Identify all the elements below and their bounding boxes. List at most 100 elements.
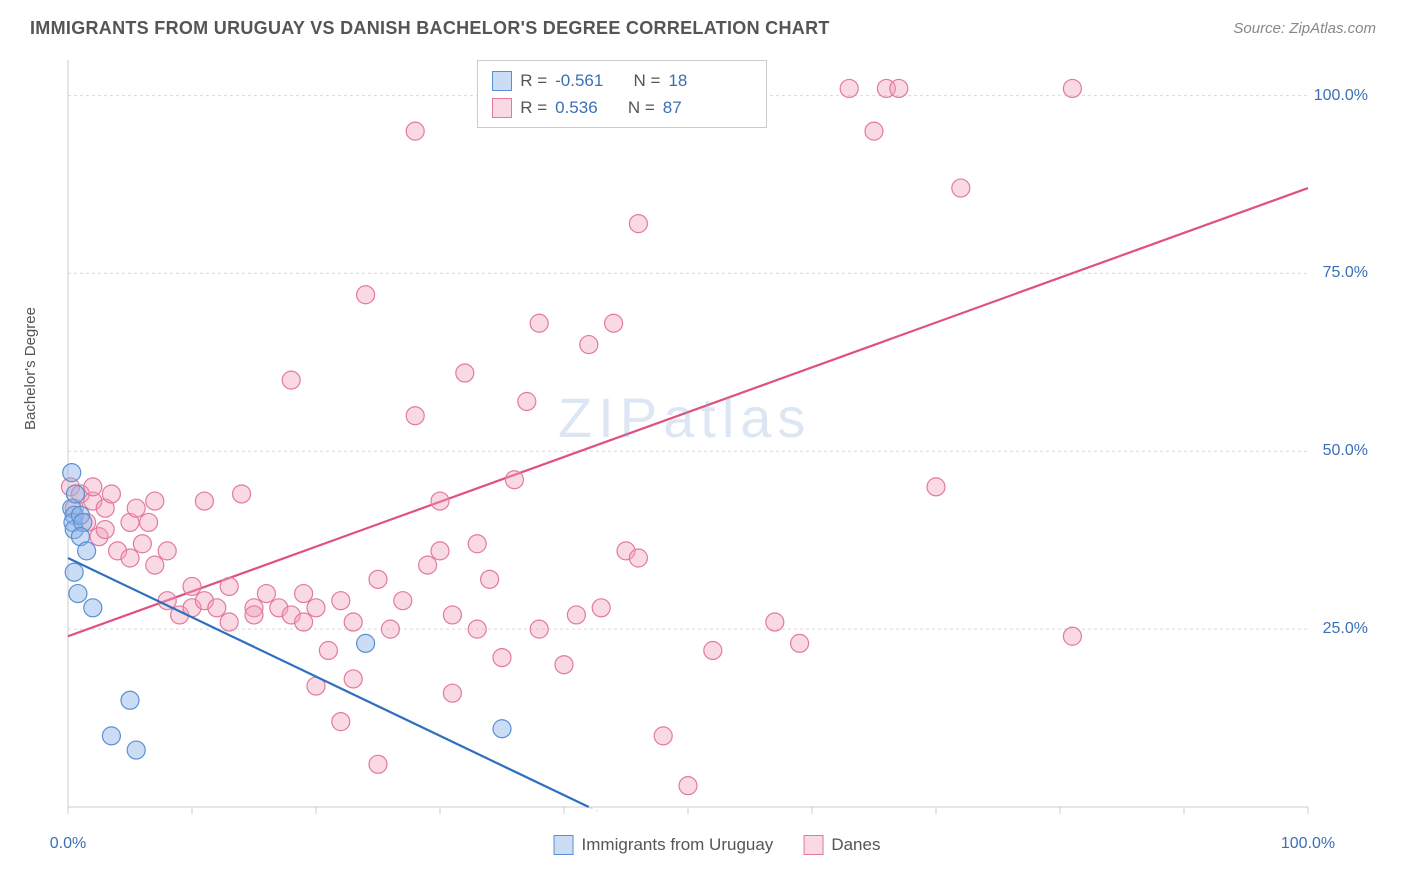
data-point bbox=[220, 577, 238, 595]
legend-swatch bbox=[492, 71, 512, 91]
source-attribution: Source: ZipAtlas.com bbox=[1233, 20, 1376, 37]
legend-swatch bbox=[492, 98, 512, 118]
data-point bbox=[78, 542, 96, 560]
data-point bbox=[406, 407, 424, 425]
data-point bbox=[195, 492, 213, 510]
chart-plot-area: ZIPatlas 25.0%50.0%75.0%100.0%0.0%100.0%… bbox=[58, 55, 1376, 825]
data-point bbox=[319, 641, 337, 659]
data-point bbox=[592, 599, 610, 617]
data-point bbox=[481, 570, 499, 588]
data-point bbox=[102, 485, 120, 503]
legend-swatch bbox=[554, 835, 574, 855]
data-point bbox=[146, 492, 164, 510]
data-point bbox=[567, 606, 585, 624]
data-point bbox=[84, 599, 102, 617]
legend-item: Immigrants from Uruguay bbox=[554, 835, 774, 855]
data-point bbox=[518, 392, 536, 410]
data-point bbox=[406, 122, 424, 140]
data-point bbox=[704, 641, 722, 659]
data-point bbox=[183, 577, 201, 595]
data-point bbox=[121, 549, 139, 567]
data-point bbox=[140, 513, 158, 531]
data-point bbox=[257, 585, 275, 603]
data-point bbox=[84, 478, 102, 496]
legend-swatch bbox=[803, 835, 823, 855]
legend-item: Danes bbox=[803, 835, 880, 855]
data-point bbox=[332, 713, 350, 731]
chart-title: IMMIGRANTS FROM URUGUAY VS DANISH BACHEL… bbox=[30, 18, 830, 39]
data-point bbox=[158, 592, 176, 610]
data-point bbox=[369, 570, 387, 588]
data-point bbox=[220, 613, 238, 631]
x-tick-label: 100.0% bbox=[1281, 835, 1335, 853]
data-point bbox=[791, 634, 809, 652]
data-point bbox=[158, 542, 176, 560]
data-point bbox=[840, 79, 858, 97]
y-tick-label: 25.0% bbox=[1323, 620, 1368, 638]
data-point bbox=[419, 556, 437, 574]
data-point bbox=[307, 599, 325, 617]
legend-row: R = -0.561 N = 18 bbox=[492, 67, 752, 94]
data-point bbox=[431, 492, 449, 510]
data-point bbox=[890, 79, 908, 97]
data-point bbox=[456, 364, 474, 382]
data-point bbox=[865, 122, 883, 140]
data-point bbox=[952, 179, 970, 197]
y-tick-label: 50.0% bbox=[1323, 442, 1368, 460]
data-point bbox=[357, 634, 375, 652]
data-point bbox=[654, 727, 672, 745]
legend-label: Danes bbox=[831, 835, 880, 855]
data-point bbox=[629, 215, 647, 233]
data-point bbox=[332, 592, 350, 610]
data-point bbox=[295, 585, 313, 603]
data-point bbox=[381, 620, 399, 638]
data-point bbox=[127, 499, 145, 517]
data-point bbox=[344, 670, 362, 688]
y-tick-label: 100.0% bbox=[1314, 87, 1368, 105]
data-point bbox=[357, 286, 375, 304]
y-tick-label: 75.0% bbox=[1323, 264, 1368, 282]
data-point bbox=[629, 549, 647, 567]
data-point bbox=[493, 649, 511, 667]
data-point bbox=[530, 314, 548, 332]
data-point bbox=[369, 755, 387, 773]
data-point bbox=[146, 556, 164, 574]
data-point bbox=[927, 478, 945, 496]
data-point bbox=[96, 521, 114, 539]
data-point bbox=[443, 606, 461, 624]
data-point bbox=[679, 777, 697, 795]
data-point bbox=[344, 613, 362, 631]
data-point bbox=[66, 485, 84, 503]
data-point bbox=[468, 620, 486, 638]
data-point bbox=[530, 620, 548, 638]
data-point bbox=[127, 741, 145, 759]
x-tick-label: 0.0% bbox=[50, 835, 86, 853]
correlation-legend: R = -0.561 N = 18 R = 0.536 N = 87 bbox=[477, 60, 767, 128]
data-point bbox=[295, 613, 313, 631]
data-point bbox=[102, 727, 120, 745]
legend-row: R = 0.536 N = 87 bbox=[492, 94, 752, 121]
data-point bbox=[208, 599, 226, 617]
data-point bbox=[233, 485, 251, 503]
legend-label: Immigrants from Uruguay bbox=[582, 835, 774, 855]
data-point bbox=[133, 535, 151, 553]
data-point bbox=[1063, 79, 1081, 97]
data-point bbox=[282, 371, 300, 389]
data-point bbox=[1063, 627, 1081, 645]
data-point bbox=[65, 563, 83, 581]
data-point bbox=[245, 606, 263, 624]
data-point bbox=[63, 464, 81, 482]
chart-svg bbox=[58, 55, 1376, 825]
series-legend: Immigrants from Uruguay Danes bbox=[554, 835, 881, 855]
data-point bbox=[394, 592, 412, 610]
data-point bbox=[605, 314, 623, 332]
data-point bbox=[766, 613, 784, 631]
data-point bbox=[580, 336, 598, 354]
chart-header: IMMIGRANTS FROM URUGUAY VS DANISH BACHEL… bbox=[0, 0, 1406, 47]
y-axis-label: Bachelor's Degree bbox=[22, 307, 39, 430]
data-point bbox=[443, 684, 461, 702]
data-point bbox=[555, 656, 573, 674]
data-point bbox=[505, 471, 523, 489]
data-point bbox=[69, 585, 87, 603]
data-point bbox=[468, 535, 486, 553]
